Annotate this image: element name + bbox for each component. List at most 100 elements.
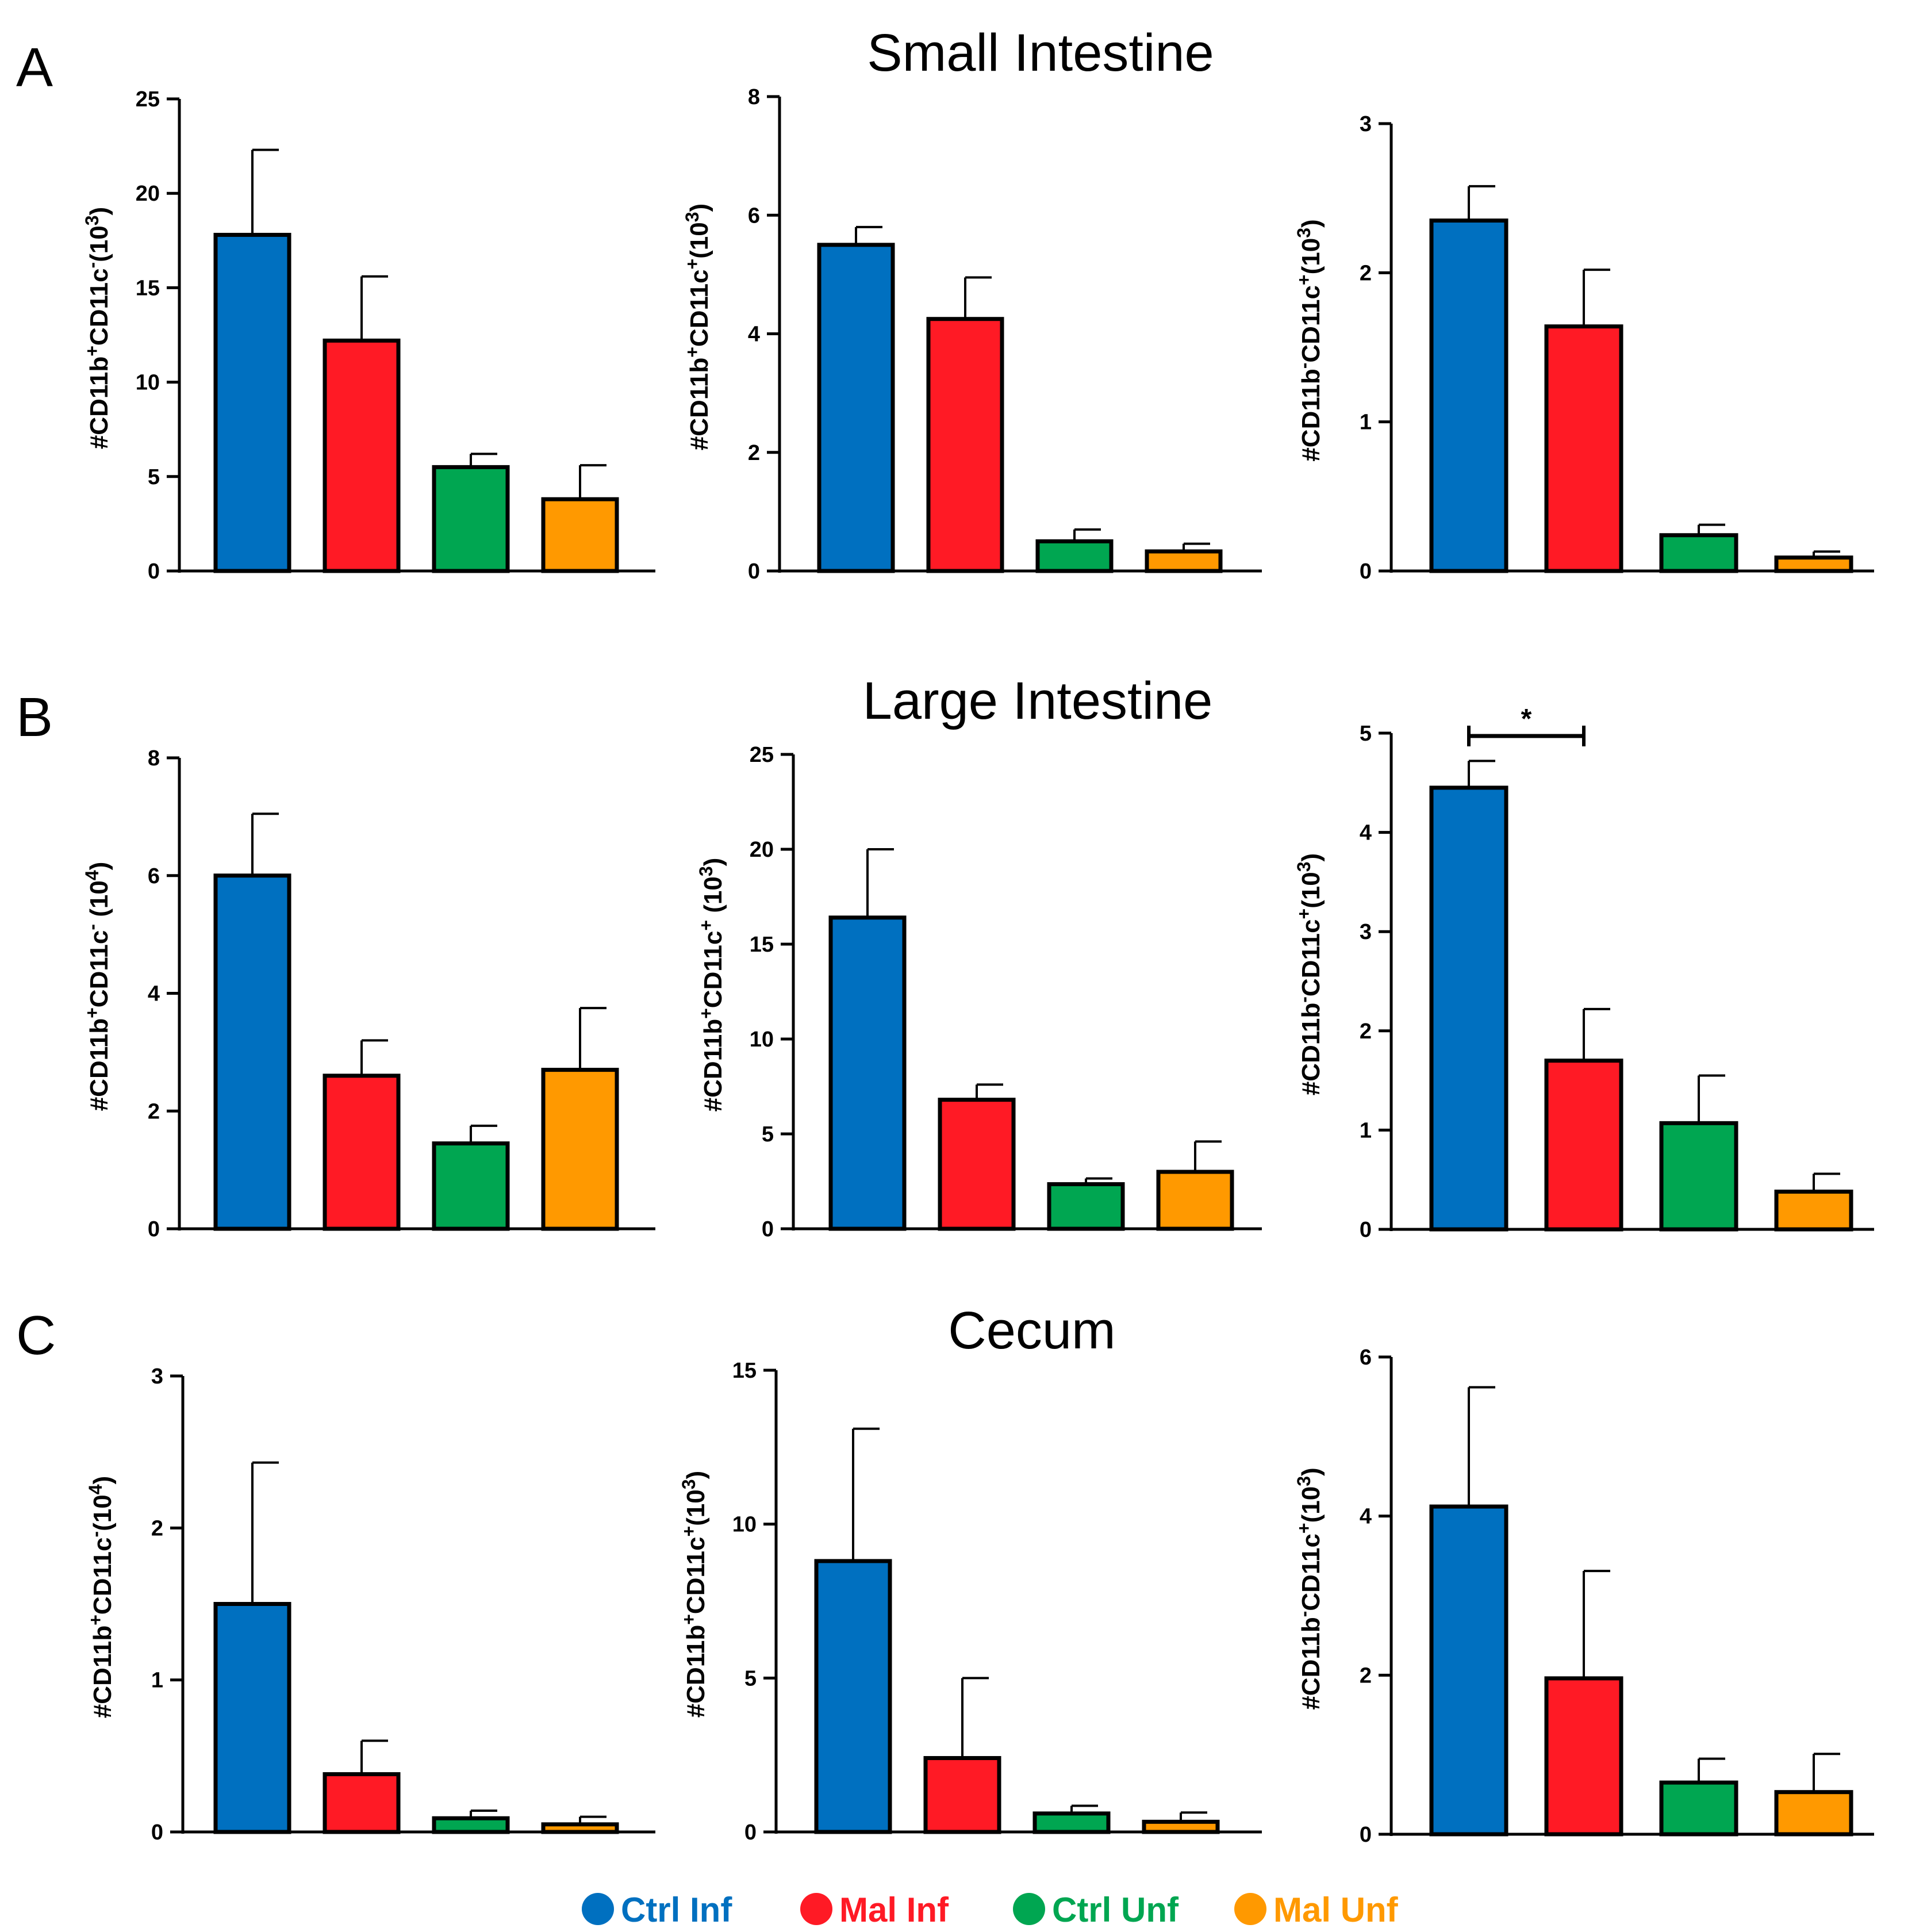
y-label-part: CD11c bbox=[682, 1537, 710, 1615]
y-tick-label: 15 bbox=[732, 1359, 757, 1383]
y-tick-label: 5 bbox=[744, 1666, 757, 1690]
panel-letter-a: A bbox=[16, 37, 53, 98]
legend-item: Mal Inf bbox=[800, 1891, 949, 1929]
y-label-part: ) bbox=[685, 204, 713, 212]
bar bbox=[432, 465, 510, 573]
chart-0: 0 5 10 15 20 25 #CD11b+​CD11c-​(103​) bbox=[82, 87, 655, 584]
y-label-part: #CD11b bbox=[682, 1625, 710, 1718]
bar bbox=[926, 317, 1004, 573]
y-label-part: (10 bbox=[85, 225, 113, 262]
y-tick-label: 6 bbox=[748, 204, 760, 228]
y-label-part: #CD11b bbox=[1297, 1003, 1325, 1095]
legend-label: Ctrl Unf bbox=[1052, 1891, 1179, 1929]
y-label-superscript: - bbox=[1293, 1611, 1314, 1617]
y-label-superscript: 3 bbox=[682, 212, 703, 222]
y-tick-label: 5 bbox=[762, 1122, 774, 1147]
y-axis-label: #CD11b-​CD11c+​(103​) bbox=[1293, 1467, 1325, 1709]
y-tick-label: 2 bbox=[748, 441, 760, 465]
bar bbox=[1035, 539, 1114, 573]
y-label-part: CD11c bbox=[1297, 285, 1325, 363]
y-label-superscript: 3 bbox=[696, 866, 716, 876]
legend-marker bbox=[800, 1893, 832, 1925]
y-label-superscript: + bbox=[678, 1526, 699, 1537]
bar bbox=[1659, 533, 1738, 573]
y-label-superscript: + bbox=[696, 920, 716, 931]
y-label-superscript: - bbox=[85, 1531, 106, 1538]
y-tick-label: 5 bbox=[1360, 722, 1372, 746]
y-tick-label: 3 bbox=[1360, 112, 1372, 136]
y-label-part: #CD11b bbox=[699, 1019, 727, 1111]
y-label-part: ) bbox=[682, 1471, 710, 1479]
y-tick-label: 1 bbox=[151, 1669, 163, 1693]
y-label-part: #CD11b bbox=[1297, 1617, 1325, 1709]
bar bbox=[1429, 785, 1508, 1232]
y-label-part: CD11c bbox=[85, 930, 113, 1008]
y-label-part: (10 bbox=[682, 1489, 710, 1526]
y-label-superscript: - bbox=[1293, 996, 1314, 1003]
y-tick-label: 4 bbox=[148, 982, 160, 1006]
bar bbox=[1544, 324, 1623, 573]
y-axis-label: #CD11b+​CD11c+​(103​) bbox=[678, 1471, 710, 1718]
chart-8: 0 2 4 6 #CD11b-​CD11c+​(103​) bbox=[1293, 1346, 1874, 1847]
y-label-superscript: + bbox=[678, 1614, 699, 1625]
y-tick-label: 0 bbox=[148, 559, 160, 584]
y-tick-label: 0 bbox=[1360, 1823, 1372, 1847]
bar bbox=[1774, 1189, 1853, 1232]
panel-title-c: Cecum bbox=[948, 1301, 1115, 1360]
y-label-superscript: 3 bbox=[1293, 228, 1314, 238]
bar bbox=[814, 1559, 892, 1834]
y-tick-label: 15 bbox=[750, 933, 774, 957]
legend-marker bbox=[582, 1893, 614, 1925]
y-label-part: CD11c bbox=[685, 270, 713, 347]
y-label-superscript: 3 bbox=[678, 1479, 699, 1489]
y-label-part: (10 bbox=[1297, 872, 1325, 908]
bar bbox=[1544, 1059, 1623, 1232]
bar bbox=[1145, 549, 1223, 573]
y-label-superscript: + bbox=[1293, 274, 1314, 285]
y-label-part: #CD11b bbox=[685, 358, 713, 450]
y-label-part: (10 bbox=[699, 876, 727, 920]
y-tick-label: 0 bbox=[762, 1217, 774, 1241]
y-tick-label: 10 bbox=[136, 371, 160, 395]
panel-title-b: Large Intestine bbox=[863, 672, 1213, 730]
y-label-superscript: - bbox=[82, 924, 102, 930]
chart-1: 0 2 4 6 8 #CD11b+​CD11c+​(103​) bbox=[682, 85, 1262, 584]
bar bbox=[323, 338, 401, 573]
y-label-part: #CD11b bbox=[85, 356, 113, 449]
y-tick-label: 5 bbox=[148, 465, 160, 489]
y-tick-label: 8 bbox=[148, 746, 160, 770]
y-tick-label: 2 bbox=[1360, 1019, 1372, 1044]
y-tick-label: 15 bbox=[136, 276, 160, 300]
y-label-part: CD11c bbox=[699, 931, 727, 1009]
bar bbox=[432, 1816, 510, 1834]
legend: Ctrl Inf Mal Inf Ctrl Unf Mal Unf bbox=[582, 1891, 1399, 1929]
y-tick-label: 4 bbox=[1360, 821, 1372, 845]
y-tick-label: 20 bbox=[136, 182, 160, 206]
legend-item: Ctrl Unf bbox=[1013, 1891, 1179, 1929]
y-axis-label: #CD11b+​CD11c-​(104​) bbox=[85, 1476, 117, 1718]
bar bbox=[541, 497, 619, 573]
y-label-part: (10 bbox=[89, 1494, 117, 1531]
labels-layer: A Small Intestine B Large Intestine C Ce… bbox=[16, 24, 1214, 1366]
y-tick-label: 25 bbox=[136, 87, 160, 112]
bar bbox=[1156, 1170, 1234, 1231]
bar bbox=[432, 1141, 510, 1231]
charts-layer: 0510152025#CD11b+​CD11c-​(103​)02468#CD1… bbox=[82, 85, 1874, 1847]
y-label-superscript: + bbox=[682, 259, 703, 270]
y-tick-label: 2 bbox=[151, 1516, 163, 1540]
y-label-superscript: - bbox=[82, 262, 102, 269]
bar bbox=[1429, 1504, 1508, 1837]
y-label-superscript: 3 bbox=[82, 215, 102, 225]
y-tick-label: 2 bbox=[1360, 1663, 1372, 1688]
y-label-superscript: 4 bbox=[82, 870, 102, 880]
y-label-superscript: + bbox=[682, 347, 703, 358]
y-tick-label: 4 bbox=[748, 323, 760, 347]
y-label-part: CD11c bbox=[1297, 1534, 1325, 1611]
y-tick-label: 8 bbox=[748, 85, 760, 109]
bar bbox=[1032, 1811, 1111, 1834]
y-tick-label: 1 bbox=[1360, 1118, 1372, 1143]
y-label-part: (10 bbox=[85, 880, 113, 924]
legend-label: Mal Unf bbox=[1273, 1891, 1399, 1929]
